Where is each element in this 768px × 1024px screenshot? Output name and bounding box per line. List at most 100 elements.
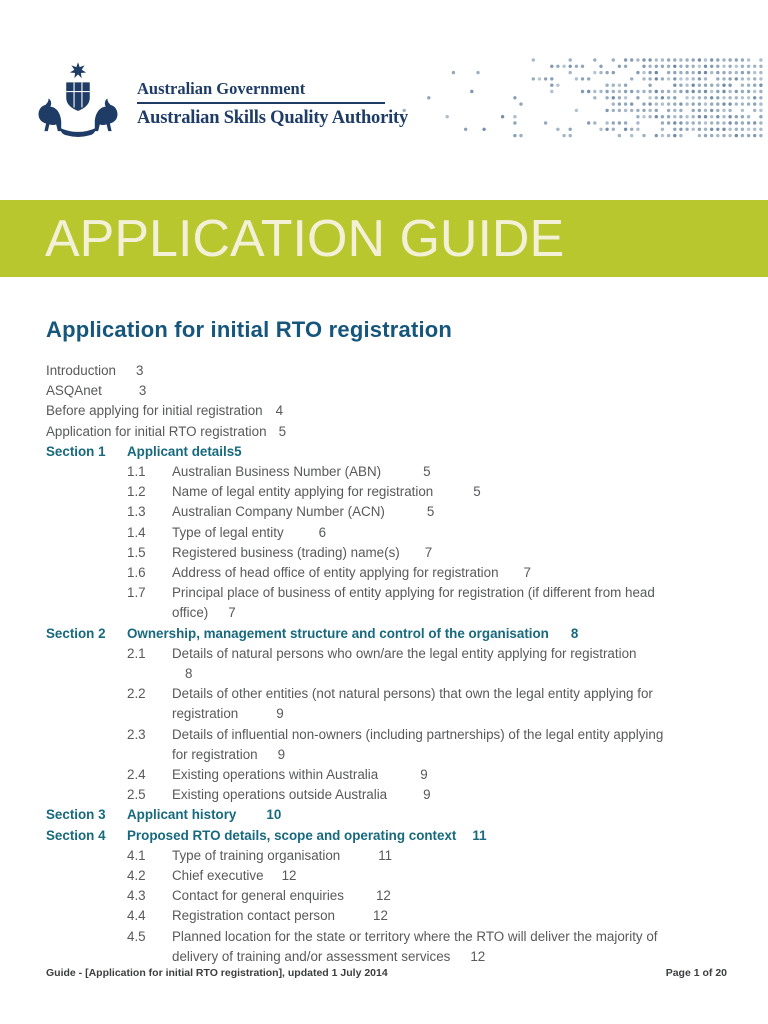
toc-section-label: Section 3: [46, 807, 106, 823]
toc-entry-text: registration: [172, 706, 239, 722]
toc-row: 1.7 Principal place of business of entity…: [46, 583, 722, 623]
toc-row: Introduction 3: [46, 361, 722, 381]
toc-entry-text: Australian Company Number (ACN): [172, 504, 385, 520]
toc-row: 4.2 Chief executive 12: [46, 866, 722, 886]
toc-row: 1.3 Australian Company Number (ACN) 5: [46, 502, 722, 522]
toc-row: Section 2 Ownership, management structure…: [46, 624, 722, 644]
toc-item-number: 2.1: [127, 645, 146, 661]
toc-entry-text: ASQAnet: [46, 383, 102, 399]
toc-row: Section 1 Applicant details5: [46, 442, 722, 462]
toc-entry-text: for registration: [172, 746, 258, 762]
toc-page-number: 6: [318, 524, 327, 540]
toc-item-number: 1.1: [127, 464, 146, 480]
toc-item-number: 4.5: [127, 928, 146, 944]
toc-entry-text: Address of head office of entity applyin…: [172, 565, 499, 581]
toc-page-number: 5: [278, 423, 287, 439]
toc-entry-text: Proposed RTO details, scope and operatin…: [127, 827, 457, 843]
toc-entry-text: Details of influential non-owners (inclu…: [172, 726, 664, 742]
toc-page-number: 11: [378, 847, 393, 863]
toc-row: Before applying for initial registration…: [46, 401, 722, 421]
dot-matrix-decoration-icon: [402, 58, 763, 138]
toc-row: Section 4 Proposed RTO details, scope and…: [46, 826, 722, 846]
toc-entry-text: Details of other entities (not natural p…: [172, 686, 653, 702]
toc-page-number: 12: [373, 908, 388, 924]
toc-page-number: 5: [423, 464, 431, 480]
toc-row: 2.3 Details of influential non-owners (in…: [46, 725, 722, 765]
toc-entry-text: Registered business (trading) name(s): [172, 544, 400, 560]
toc-row: ASQAnet 3: [46, 381, 722, 401]
toc-entry-text: Chief executive: [172, 868, 264, 884]
toc-row: 1.4 Type of legal entity 6: [46, 523, 722, 543]
toc-section-label: Section 2: [46, 625, 106, 641]
toc-row: 1.5 Registered business (trading) name(s)…: [46, 543, 722, 563]
toc-item-number: 2.5: [127, 787, 146, 803]
toc-page-number: 3: [135, 363, 144, 378]
australian-government-label: Australian Government: [137, 79, 306, 98]
toc-entry-text: Principal place of business of entity ap…: [172, 585, 655, 601]
toc-page-number: 9: [276, 706, 284, 722]
toc-entry-text: Application for initial RTO registration: [46, 423, 267, 439]
toc-entry-text: delivery of training and/or assessment s…: [172, 948, 451, 964]
toc-item-number: 1.2: [127, 484, 146, 500]
toc-item-number: 4.2: [127, 868, 146, 884]
page-footer: Guide - [Application for initial RTO reg…: [46, 967, 727, 979]
toc-entry-text: Existing operations outside Australia: [172, 787, 388, 803]
toc-page-number: 5: [426, 504, 435, 520]
table-of-contents: Introduction 3 ASQAnet 3 Before applying for…: [46, 361, 722, 967]
toc-entry-text: Introduction: [46, 363, 116, 378]
footer-page-number: Page 1 of 20: [665, 967, 727, 979]
toc-row: 4.4 Registration contact person 12: [46, 906, 722, 926]
toc-row: 4.1 Type of training organisation 11: [46, 846, 722, 866]
toc-row: 4.5 Planned location for the state or ter…: [46, 927, 722, 967]
toc-entry-text: Ownership, management structure and cont…: [127, 625, 549, 641]
toc-item-number: 4.1: [127, 847, 146, 863]
toc-page-number: 5: [473, 484, 481, 500]
banner-title: APPLICATION GUIDE: [45, 209, 565, 268]
toc-entry-text: Existing operations within Australia: [172, 767, 379, 783]
toc-row: 1.6 Address of head office of entity appl…: [46, 563, 722, 583]
footer-left-text: Guide - [Application for initial RTO reg…: [46, 967, 388, 979]
toc-page-number: 7: [424, 544, 433, 560]
toc-entry-text: Name of legal entity applying for regist…: [172, 484, 434, 500]
toc-page-number: 8: [570, 625, 579, 641]
toc-item-number: 1.7: [127, 585, 146, 601]
toc-row: 2.2 Details of other entities (not natura…: [46, 684, 722, 724]
toc-entry-text: Before applying for initial registration: [46, 403, 263, 419]
toc-page-number: 4: [275, 403, 284, 419]
toc-page-number: 7: [228, 605, 236, 621]
toc-page-number: 9: [420, 767, 428, 783]
toc-entry-text: office): [172, 605, 209, 621]
australian-coat-of-arms-icon: [38, 62, 118, 137]
toc-entry-text: Planned location for the state or territ…: [172, 928, 658, 944]
toc-item-number: 4.3: [127, 888, 146, 904]
toc-page-number: 12: [281, 868, 297, 884]
toc-section-label: Section 4: [46, 827, 106, 843]
application-guide-banner: APPLICATION GUIDE: [0, 200, 768, 277]
toc-item-number: 1.4: [127, 524, 146, 540]
page-title: Application for initial RTO registration: [46, 317, 453, 342]
toc-row: 4.3 Contact for general enquiries 12: [46, 886, 722, 906]
toc-page-number: 10: [266, 807, 282, 823]
toc-page-number: 9: [277, 746, 286, 762]
toc-item-number: 1.3: [127, 504, 146, 520]
toc-row: 1.2 Name of legal entity applying for reg…: [46, 482, 722, 502]
toc-page-number: 11: [472, 827, 487, 843]
toc-entry-text: Type of training organisation: [172, 847, 341, 863]
toc-item-number: 2.3: [127, 726, 146, 742]
toc-entry-text: Details of natural persons who own/are t…: [172, 645, 637, 661]
government-wordmark: Australian Government Australian Skills …: [137, 79, 408, 129]
toc-item-number: 2.4: [127, 767, 146, 783]
toc-item-number: 1.6: [127, 565, 146, 581]
toc-page-number: 8: [185, 666, 193, 682]
toc-entry-text: Australian Business Number (ABN): [172, 464, 382, 480]
toc-page-number: 9: [423, 787, 431, 803]
toc-entry-text: Applicant history: [127, 807, 237, 823]
toc-section-label: Section 1: [46, 443, 106, 459]
toc-item-number: 4.4: [127, 908, 146, 924]
toc-item-number: 1.5: [127, 544, 146, 560]
toc-page-number: 5: [234, 443, 242, 459]
toc-entry-text: Contact for general enquiries: [172, 888, 344, 904]
toc-page-number: 12: [375, 888, 391, 904]
toc-entry-text: Applicant details: [127, 443, 235, 459]
